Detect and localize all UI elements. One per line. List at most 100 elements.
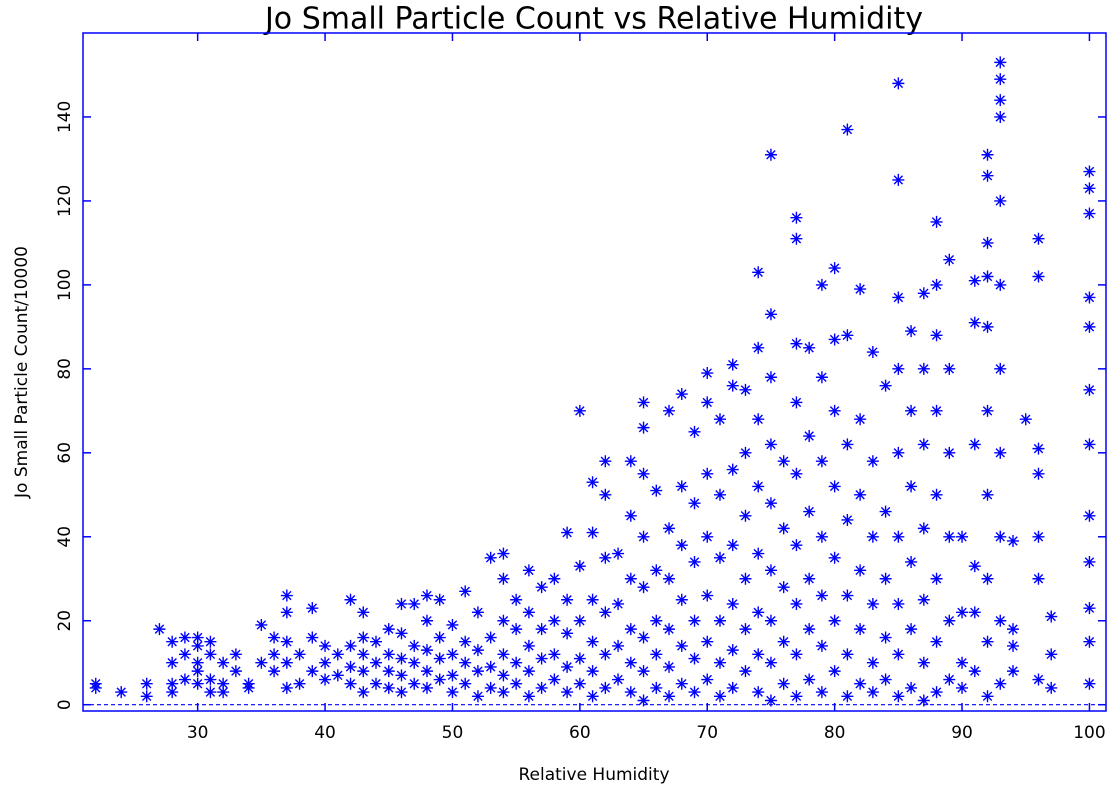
point <box>650 614 663 627</box>
point <box>497 614 510 627</box>
chart-title: Jo Small Particle Count vs Relative Humi… <box>263 2 923 37</box>
point <box>663 522 676 535</box>
y-tick-label: 120 <box>55 185 75 217</box>
point <box>841 513 854 526</box>
point <box>382 648 395 661</box>
point <box>764 564 777 577</box>
point <box>981 148 994 161</box>
point <box>510 623 523 636</box>
point <box>956 681 969 694</box>
point <box>535 652 548 665</box>
point <box>382 665 395 678</box>
point <box>752 266 765 279</box>
point <box>930 404 943 417</box>
y-tick-label: 100 <box>55 269 75 301</box>
point <box>471 644 484 657</box>
point <box>166 677 179 690</box>
point <box>777 635 790 648</box>
x-tick-label: 50 <box>442 723 464 743</box>
point <box>395 597 408 610</box>
point <box>229 665 242 678</box>
point <box>191 631 204 644</box>
point <box>1032 270 1045 283</box>
point <box>1045 610 1058 623</box>
point <box>573 560 586 573</box>
point <box>815 686 828 699</box>
y-tick-label: 60 <box>55 442 75 464</box>
point <box>548 673 561 686</box>
point <box>752 606 765 619</box>
point <box>841 438 854 451</box>
point <box>344 593 357 606</box>
point <box>815 639 828 652</box>
point <box>1032 232 1045 245</box>
point <box>89 677 102 690</box>
point <box>994 446 1007 459</box>
point <box>548 572 561 585</box>
point <box>752 341 765 354</box>
point <box>1083 291 1096 304</box>
point <box>803 572 816 585</box>
point <box>561 526 574 539</box>
point <box>573 404 586 417</box>
point <box>828 333 841 346</box>
point <box>433 593 446 606</box>
point <box>420 665 433 678</box>
point <box>803 341 816 354</box>
point <box>866 597 879 610</box>
point <box>331 669 344 682</box>
point <box>497 572 510 585</box>
point <box>637 665 650 678</box>
point <box>981 169 994 182</box>
point <box>268 631 281 644</box>
point <box>637 467 650 480</box>
point <box>522 639 535 652</box>
point <box>994 677 1007 690</box>
point <box>370 656 383 669</box>
point <box>815 589 828 602</box>
point <box>395 627 408 640</box>
point <box>561 627 574 640</box>
point <box>344 639 357 652</box>
point <box>764 371 777 384</box>
point <box>1083 677 1096 690</box>
point <box>586 526 599 539</box>
point <box>815 455 828 468</box>
point <box>242 677 255 690</box>
point <box>828 665 841 678</box>
point <box>790 467 803 480</box>
point <box>828 404 841 417</box>
point <box>331 648 344 661</box>
point <box>790 211 803 224</box>
point <box>204 686 217 699</box>
point <box>471 665 484 678</box>
point <box>866 656 879 669</box>
point <box>612 673 625 686</box>
point <box>854 623 867 636</box>
point <box>1083 182 1096 195</box>
point <box>943 446 956 459</box>
point <box>841 329 854 342</box>
point <box>764 438 777 451</box>
point <box>280 681 293 694</box>
point <box>612 597 625 610</box>
point <box>866 530 879 543</box>
point <box>140 677 153 690</box>
point <box>115 686 128 699</box>
point <box>777 522 790 535</box>
point <box>561 660 574 673</box>
point <box>943 673 956 686</box>
point <box>637 396 650 409</box>
point <box>994 362 1007 375</box>
point <box>854 488 867 501</box>
point <box>777 677 790 690</box>
point <box>815 371 828 384</box>
point <box>268 665 281 678</box>
point <box>841 648 854 661</box>
point <box>1083 438 1096 451</box>
point <box>408 656 421 669</box>
point <box>930 329 943 342</box>
point <box>586 593 599 606</box>
point <box>280 656 293 669</box>
point <box>166 635 179 648</box>
